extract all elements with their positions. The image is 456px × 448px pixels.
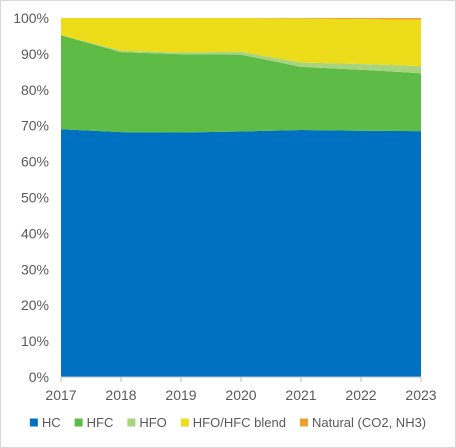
x-tick-label: 2018 [105,387,136,403]
axes-group: 0% 10% 20% 30% 40% 50% 60% 70% 80% 90% 100% 2017 201… [13,10,437,403]
x-tick-label: 2022 [345,387,376,403]
y-tick-label: 50% [21,190,49,206]
y-tick-label: 80% [21,82,49,98]
area-hfc [61,35,421,133]
y-tick-label: 100% [13,10,49,26]
legend-label: HFC [87,415,114,430]
x-tick-label: 2023 [405,387,436,403]
legend-item-natural-co2-nh3: Natural (CO2, NH3) [300,415,426,430]
area-hfo-hfc-blend [61,18,421,67]
y-tick-label: 10% [21,333,49,349]
y-tick-label: 40% [21,225,49,241]
legend-item-hc: HC [29,415,61,430]
legend-label: Natural (CO2, NH3) [312,415,426,430]
legend-swatch [180,418,189,427]
x-tick-label: 2020 [225,387,256,403]
x-tick-label: 2019 [165,387,196,403]
area-hfo [61,35,421,74]
legend-item-hfo: HFO [127,415,167,430]
legend-swatch [300,418,309,427]
y-tick-label: 30% [21,261,49,277]
y-tick-label: 20% [21,297,49,313]
legend-label: HFO/HFC blend [193,415,286,430]
legend-swatch [29,418,38,427]
legend-item-hfc: HFC [74,415,114,430]
area-natural-co2-nh3 [61,18,421,20]
legend-item-hfo-hfc-blend: HFO/HFC blend [180,415,286,430]
legend-label: HFO [139,415,166,430]
x-tick-label: 2017 [45,387,76,403]
y-tick-label: 70% [21,118,49,134]
legend-swatch [74,418,83,427]
y-tick-label: 0% [29,369,49,385]
area-hc [61,129,421,377]
y-tick-label: 90% [21,46,49,62]
y-tick-label: 60% [21,154,49,170]
x-tick-label: 2021 [285,387,316,403]
legend-label: HC [42,415,61,430]
legend: HC HFC HFO HFO/HFC blend Natural (CO2, NH3) [29,415,426,430]
area-series-group [61,18,421,377]
legend-swatch [127,418,136,427]
